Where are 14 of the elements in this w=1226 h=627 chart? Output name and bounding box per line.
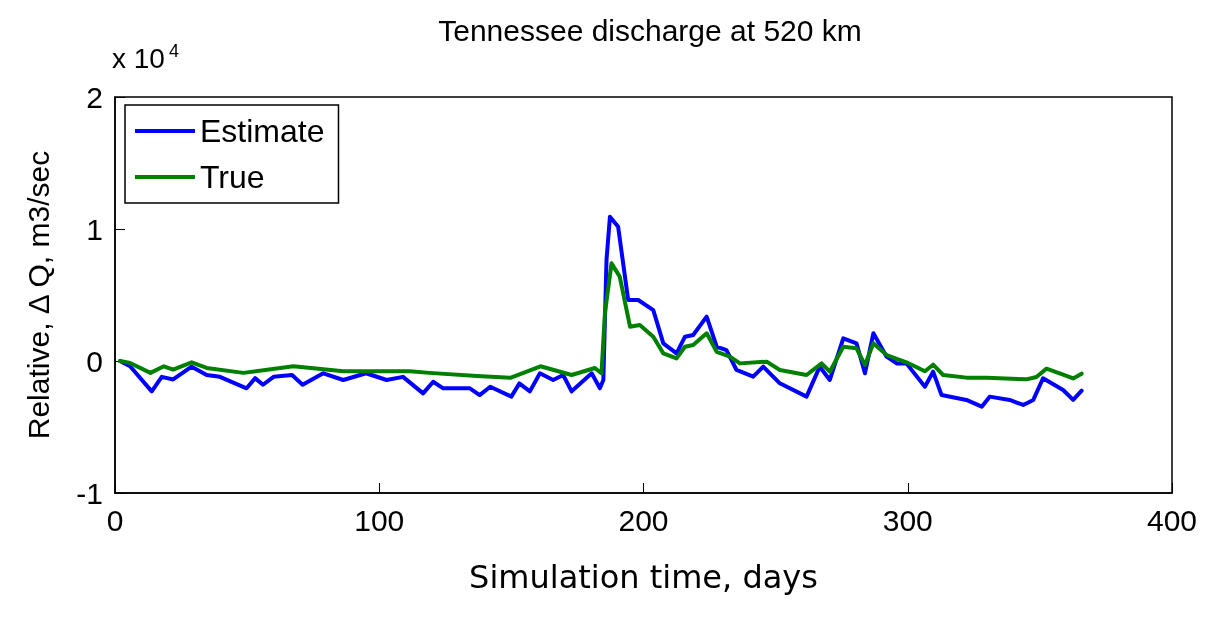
y-tick-label: 2 (86, 80, 103, 114)
chart-title: Tennessee discharge at 520 km (438, 13, 862, 47)
x-tick-label: 100 (354, 503, 405, 537)
legend-label: True (200, 159, 265, 195)
y-tick-label: 0 (86, 344, 103, 378)
x-tick-label: 400 (1146, 503, 1198, 537)
x-tick-label: 300 (882, 503, 933, 537)
y-tick-label: -1 (76, 476, 103, 510)
line-series (118, 261, 1084, 382)
x-axis-title: Simulation time, days (469, 558, 818, 596)
x-tick-label: 200 (618, 503, 669, 537)
legend-label: Estimate (200, 113, 325, 149)
y-axis-title: Relative, Δ Q, m3/sec (21, 150, 55, 440)
y-tick-label: 1 (86, 212, 103, 246)
